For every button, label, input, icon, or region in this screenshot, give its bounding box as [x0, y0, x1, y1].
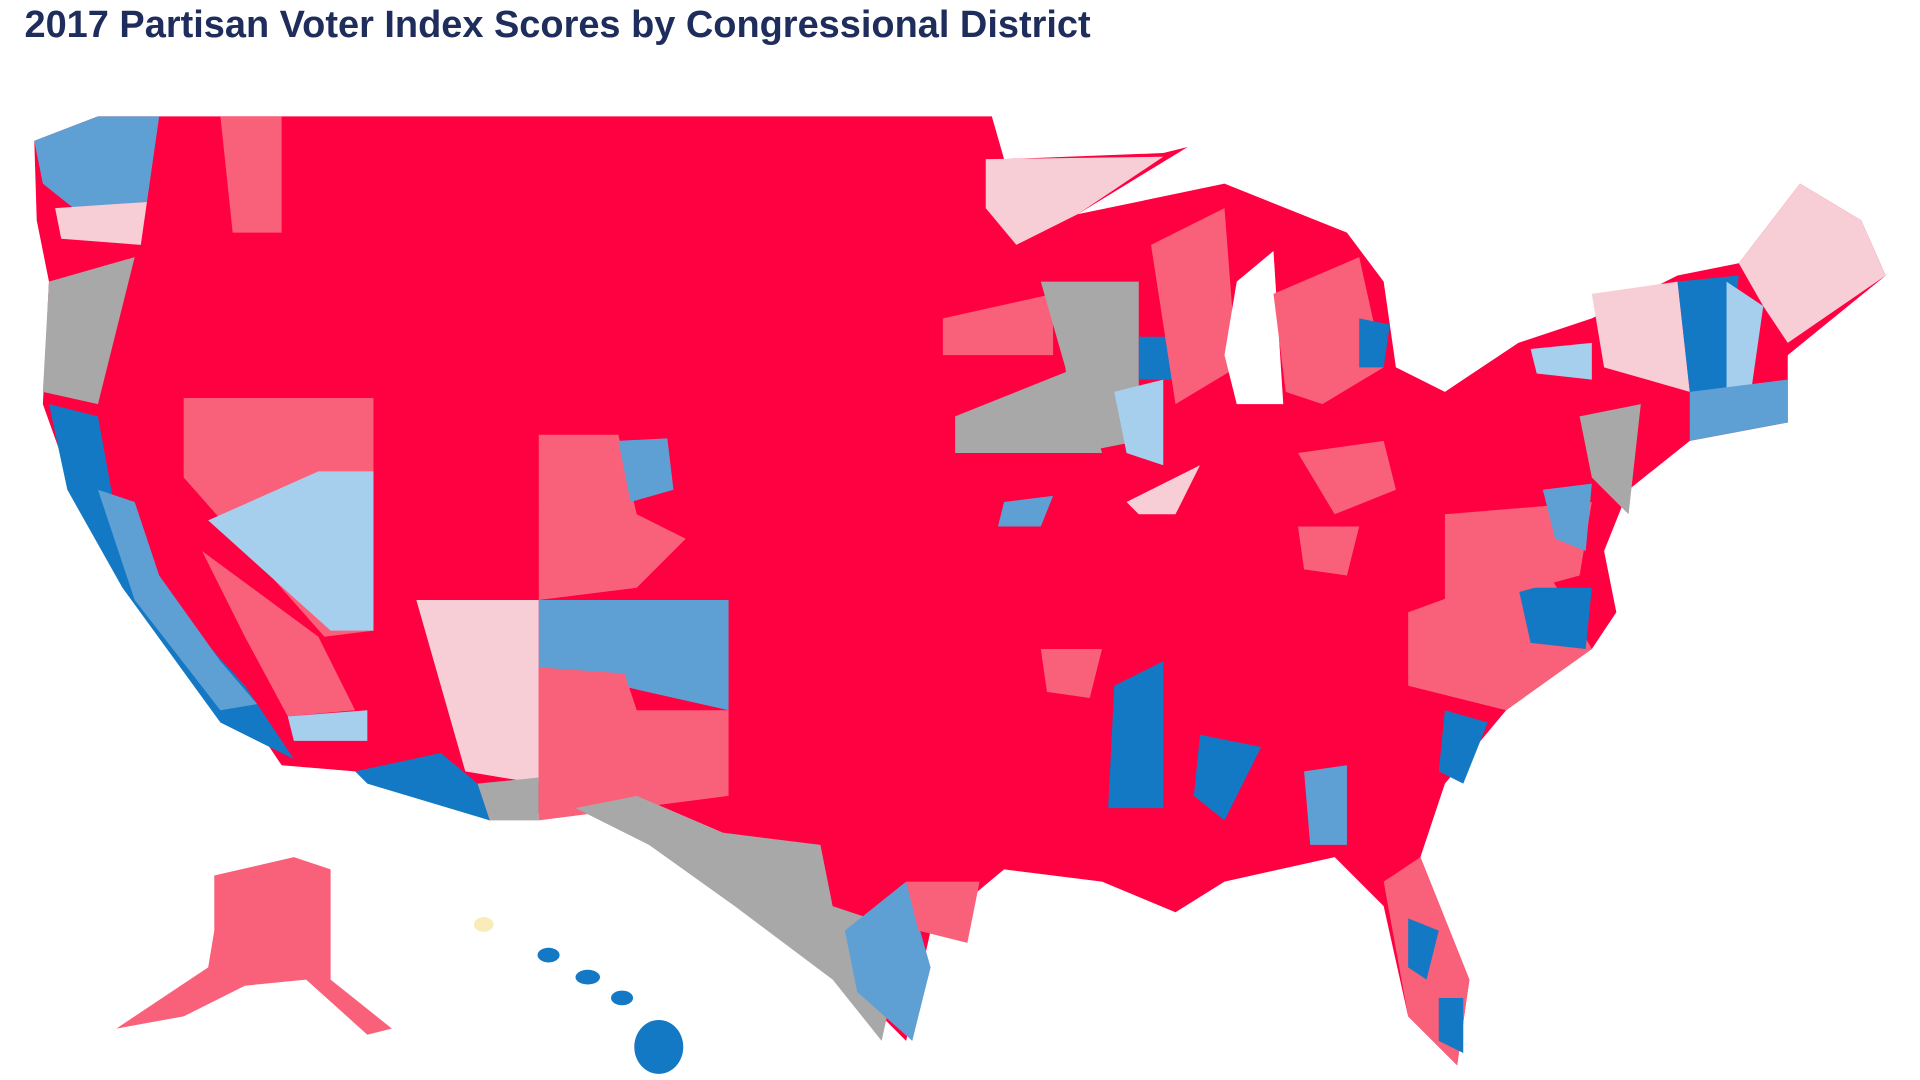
region: [1438, 997, 1464, 1054]
marker: [473, 917, 494, 932]
region: [55, 202, 147, 245]
region: [477, 777, 539, 821]
region: [355, 753, 490, 821]
region: [1040, 648, 1103, 698]
contiguous-us: [34, 116, 1886, 1066]
region: [1408, 918, 1439, 980]
region: [997, 495, 1054, 527]
region: [1542, 483, 1592, 552]
map-title: 2017 Partisan Voter Index Scores by Cong…: [24, 4, 1091, 46]
region: [220, 116, 282, 233]
region: [538, 667, 729, 821]
region: [1738, 183, 1886, 343]
lake: [1224, 251, 1284, 405]
island: [537, 947, 560, 963]
alaska: [116, 857, 392, 1035]
region: [1273, 257, 1384, 405]
region: [287, 710, 368, 741]
region: [416, 600, 539, 784]
region: [34, 116, 160, 209]
region: [1591, 281, 1690, 392]
region: [575, 795, 907, 1041]
region: [34, 116, 1886, 1066]
region: [538, 600, 729, 711]
region: [844, 881, 931, 1041]
region: [1359, 318, 1390, 368]
region: [208, 471, 374, 631]
region: [1297, 526, 1360, 576]
island: [611, 990, 634, 1006]
region: [1579, 404, 1641, 515]
region: [1530, 342, 1592, 380]
region: [1108, 661, 1164, 809]
region: [1438, 710, 1488, 784]
region: [1297, 440, 1396, 515]
region: [1726, 281, 1764, 392]
region: [97, 489, 258, 711]
island: [634, 1020, 684, 1074]
region: [1689, 379, 1788, 441]
region: [1138, 336, 1176, 380]
region: [1677, 275, 1739, 392]
region: [955, 367, 1103, 454]
region: [48, 404, 294, 760]
region: [1126, 465, 1200, 515]
region: [1304, 765, 1347, 845]
region: [1114, 379, 1164, 466]
region: [538, 434, 686, 600]
hawaii: [537, 947, 684, 1074]
region: [42, 257, 135, 405]
region: [1151, 208, 1237, 405]
island: [575, 969, 600, 985]
region: [1193, 734, 1262, 821]
region: [618, 438, 674, 503]
region: [1518, 587, 1592, 649]
region: [942, 293, 1054, 356]
region: [202, 551, 356, 717]
region: [906, 881, 980, 943]
region: [985, 156, 1164, 245]
region: [1040, 281, 1139, 454]
